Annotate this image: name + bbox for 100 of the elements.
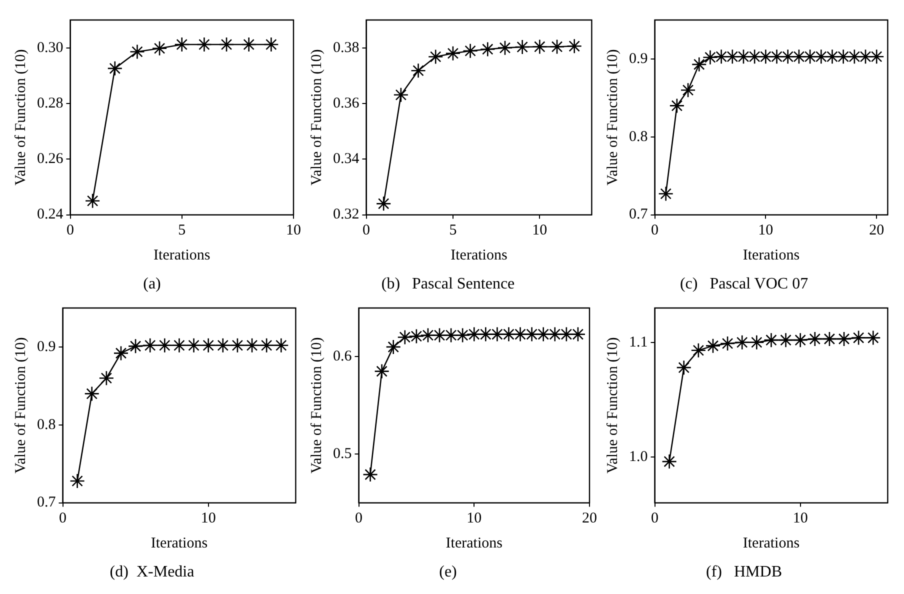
text: (f) HMDB <box>706 564 782 581</box>
point <box>386 339 402 355</box>
text: (e) <box>439 564 457 581</box>
x-tick-label: 10 <box>200 510 216 527</box>
y-tick-label: 0.26 <box>37 151 64 168</box>
point <box>680 82 696 98</box>
y-tick-label: 0.36 <box>333 95 360 112</box>
x-axis-title: Iterations <box>150 536 208 552</box>
point <box>70 473 85 489</box>
point <box>497 40 513 56</box>
point <box>186 338 202 354</box>
point <box>746 48 762 64</box>
x-tick-label: 10 <box>758 222 774 239</box>
point <box>432 328 448 343</box>
point <box>690 342 706 358</box>
point <box>113 346 129 361</box>
point <box>241 36 256 52</box>
point <box>758 48 774 64</box>
x-tick-label: 0 <box>651 222 658 239</box>
point <box>393 87 409 103</box>
x-tick-label: 10 <box>792 510 808 527</box>
point <box>807 331 823 347</box>
y-tick-label: 1.0 <box>629 448 648 465</box>
point <box>734 334 750 350</box>
point <box>792 332 808 348</box>
point <box>258 338 274 354</box>
point <box>822 331 838 347</box>
point <box>865 330 881 346</box>
point <box>130 44 145 60</box>
x-tick-label: 0 <box>66 222 74 239</box>
point <box>84 386 100 402</box>
point <box>420 328 436 343</box>
point <box>362 466 378 482</box>
point <box>152 40 168 56</box>
point <box>691 56 707 72</box>
point <box>736 48 752 64</box>
point <box>824 48 840 64</box>
point <box>662 454 677 470</box>
y-axis-title: Value of Function (10) <box>604 49 621 186</box>
y-tick-label: 1.1 <box>629 334 648 350</box>
y-tick-label: 0.9 <box>37 338 56 355</box>
point <box>749 334 764 350</box>
point <box>157 338 172 354</box>
point <box>791 48 807 64</box>
x-tick-label: 10 <box>466 510 482 527</box>
x-tick-label: 5 <box>178 222 186 239</box>
point <box>714 48 729 64</box>
point <box>264 36 279 52</box>
y-axis-title: Value of Function (10) <box>308 49 325 186</box>
x-axis-title: Iterations <box>154 248 210 264</box>
point <box>549 39 565 54</box>
x-tick-label: 0 <box>362 222 370 239</box>
point <box>764 332 779 348</box>
y-tick-label: 0.5 <box>333 446 352 462</box>
point <box>780 48 796 64</box>
point <box>445 46 461 62</box>
x-axis-title: Iterations <box>450 248 508 264</box>
y-tick-label: 0.7 <box>629 206 648 223</box>
point <box>547 326 563 342</box>
point <box>478 326 494 342</box>
point <box>512 326 528 342</box>
point <box>813 48 829 64</box>
point <box>802 48 818 64</box>
text: (d) X-Media <box>110 564 194 581</box>
x-tick-label: 20 <box>582 510 597 527</box>
y-tick-label: 0.34 <box>333 151 360 168</box>
x-tick-label: 5 <box>449 222 457 239</box>
y-tick-label: 0.32 <box>333 206 360 223</box>
x-axis-title: Iterations <box>742 248 800 264</box>
point <box>566 38 582 54</box>
x-tick-label: 10 <box>532 222 548 239</box>
point <box>466 326 482 342</box>
point <box>676 360 692 376</box>
point <box>778 332 794 348</box>
point <box>84 193 100 209</box>
point <box>244 338 260 354</box>
point <box>669 98 685 114</box>
x-axis-title: Iterations <box>742 536 800 552</box>
point <box>705 338 721 354</box>
point <box>107 60 123 76</box>
point <box>769 48 784 64</box>
y-tick-label: 0.30 <box>37 40 64 56</box>
y-tick-label: 0.38 <box>333 40 360 56</box>
point <box>200 338 216 354</box>
x-tick-label: 0 <box>355 510 362 527</box>
point <box>428 49 444 64</box>
x-tick-label: 0 <box>59 510 66 527</box>
x-axis-title: Iterations <box>446 536 503 552</box>
y-tick-label: 0.8 <box>629 128 648 145</box>
point <box>524 326 540 342</box>
point <box>374 364 390 379</box>
point <box>836 48 851 64</box>
y-tick-label: 0.28 <box>37 95 64 112</box>
point <box>536 326 551 342</box>
point <box>174 36 190 52</box>
point <box>454 328 470 343</box>
point <box>128 338 144 354</box>
point <box>443 328 459 343</box>
y-tick-label: 0.7 <box>37 494 56 511</box>
point <box>846 48 862 64</box>
